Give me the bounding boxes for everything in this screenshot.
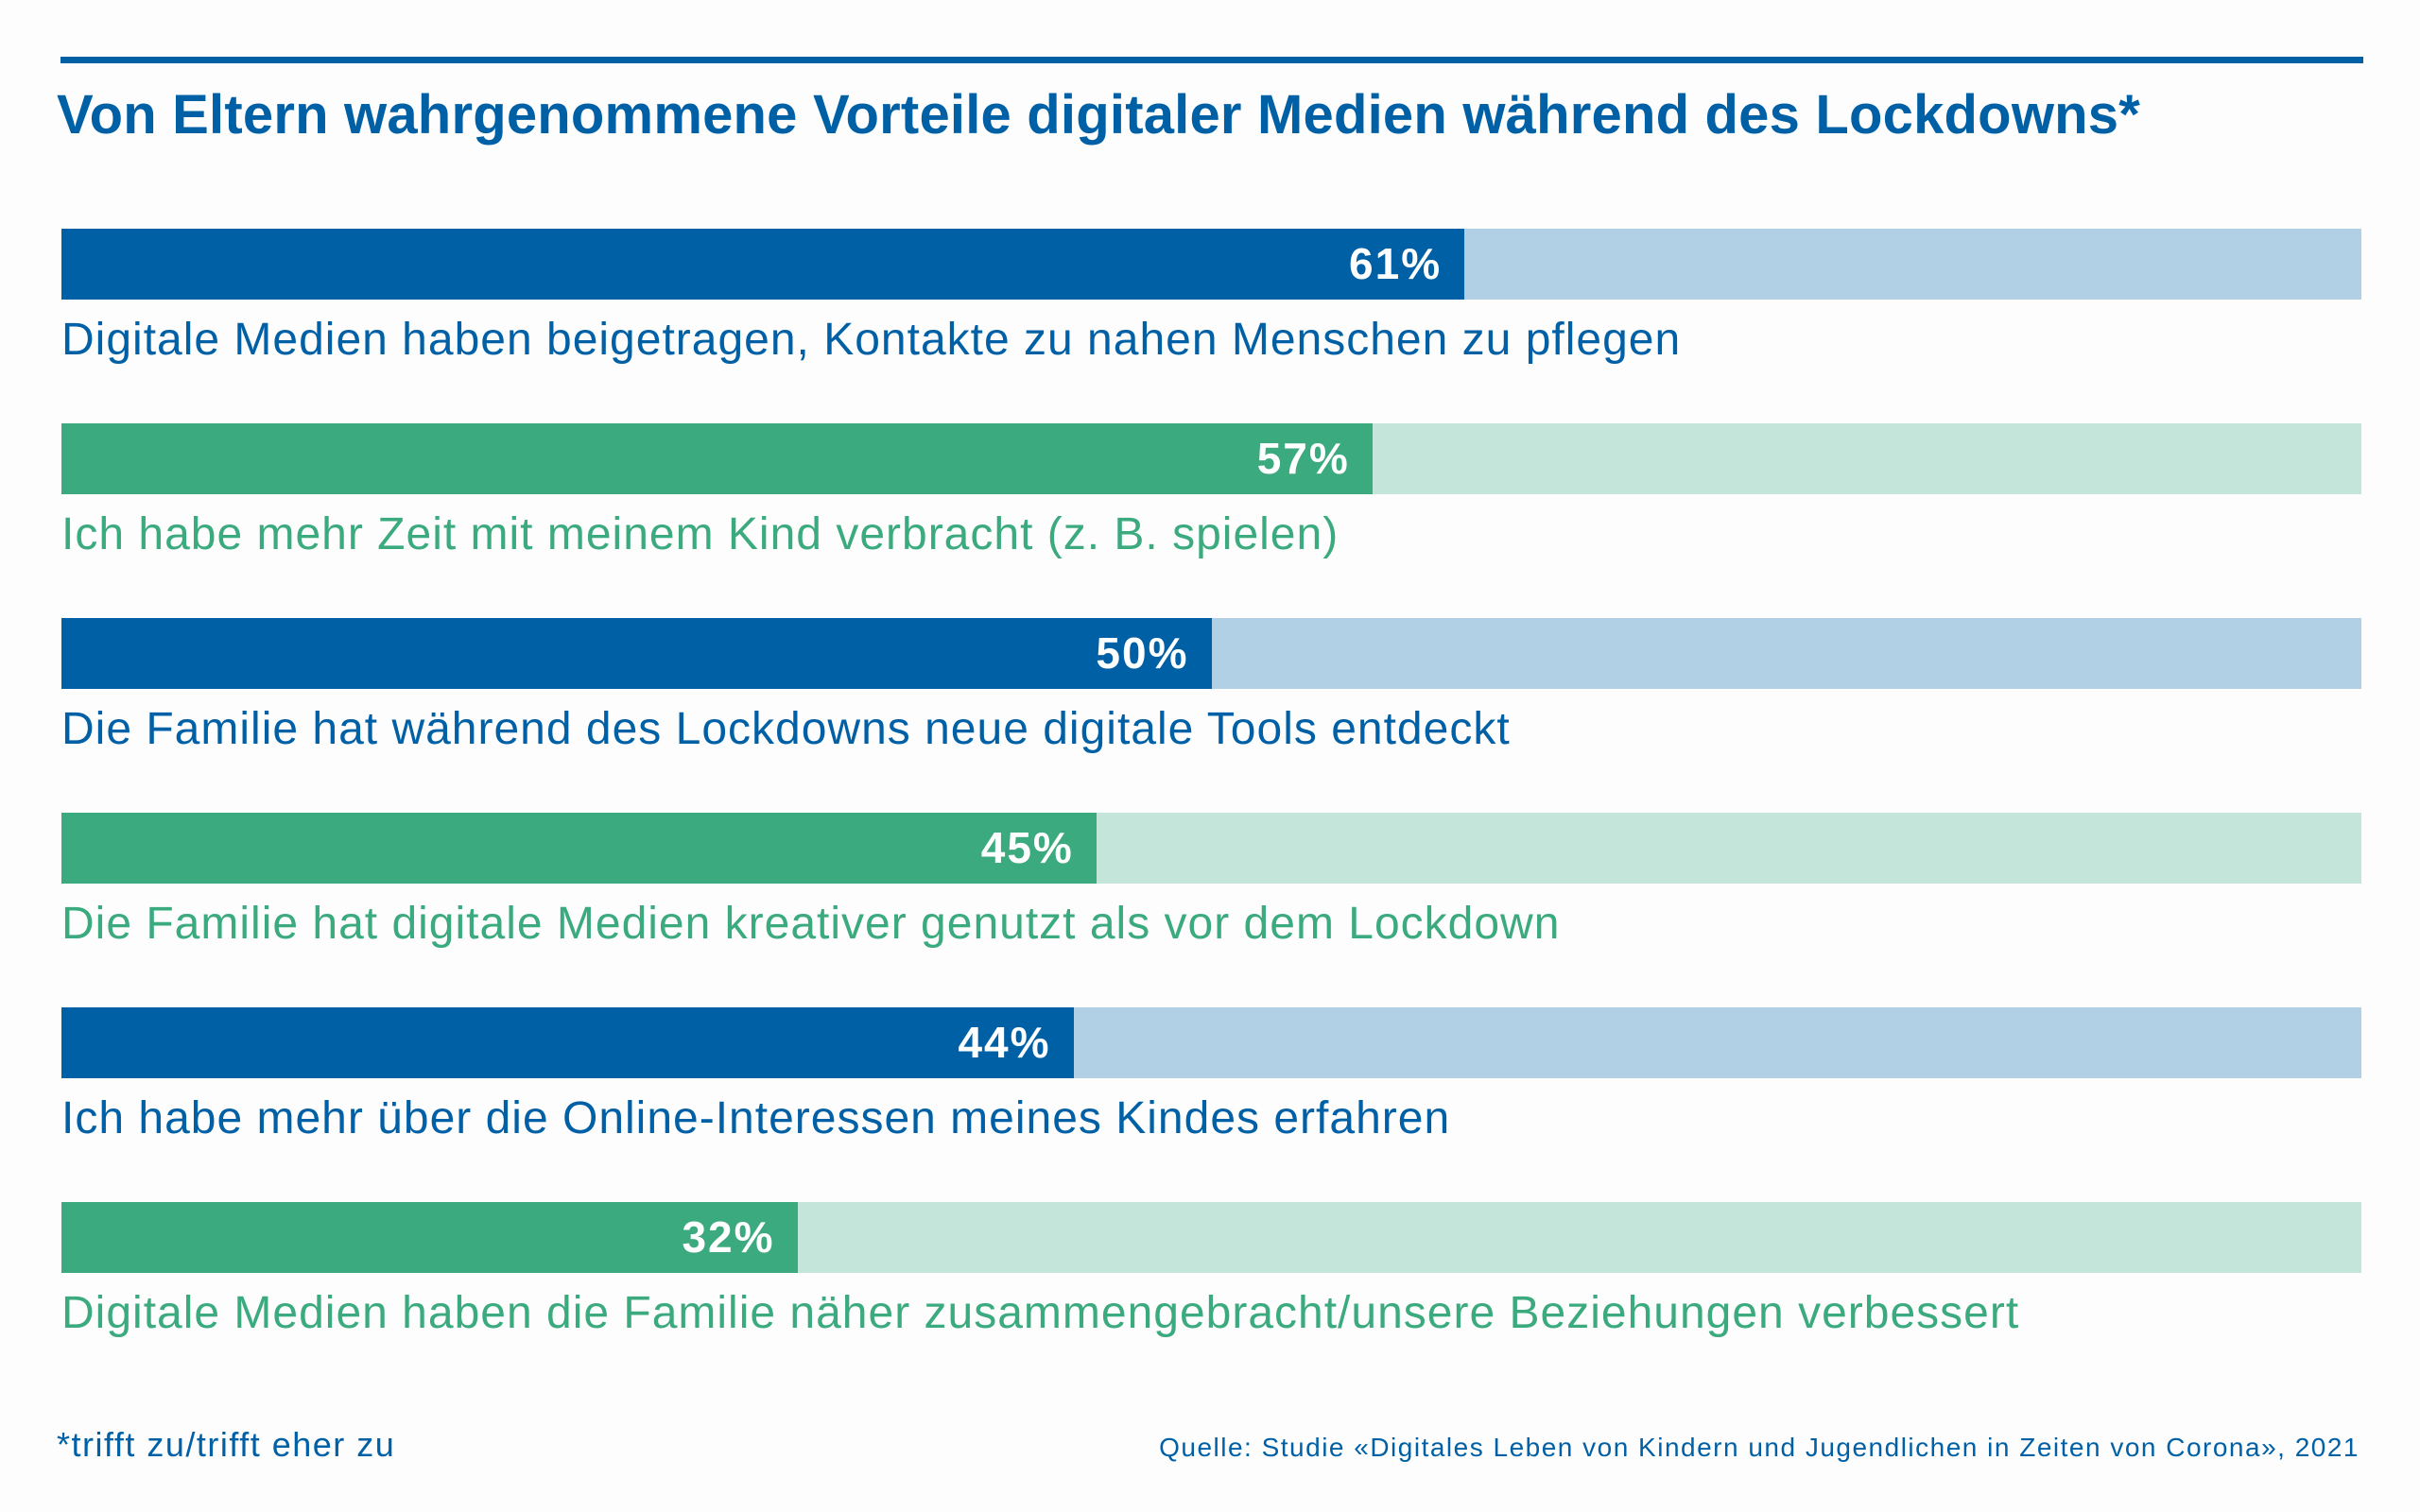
bar-value-label: 32% bbox=[682, 1212, 775, 1262]
category-label: Die Familie hat digitale Medien kreative… bbox=[61, 899, 1561, 949]
bar-fill bbox=[61, 1007, 1074, 1078]
bar-value-label: 50% bbox=[1096, 628, 1189, 678]
category-label: Digitale Medien haben die Familie näher … bbox=[61, 1288, 2020, 1338]
category-label: Die Familie hat während des Lockdowns ne… bbox=[61, 704, 1511, 754]
bar-value-label: 44% bbox=[958, 1018, 1051, 1067]
bar-row: 45% Die Familie hat digitale Medien kreat… bbox=[61, 813, 2361, 1007]
bar-row: 61% Digitale Medien haben beigetragen, Ko… bbox=[61, 229, 2361, 423]
category-label: Digitale Medien haben beigetragen, Konta… bbox=[61, 315, 1682, 365]
bar-value-label: 45% bbox=[980, 823, 1074, 872]
bar-chart: 61% Digitale Medien haben beigetragen, Ko… bbox=[61, 229, 2361, 1397]
bar-track: 61% bbox=[61, 229, 2361, 300]
bar-fill bbox=[61, 1202, 798, 1273]
bar-row: 57% Ich habe mehr Zeit mit meinem Kind ve… bbox=[61, 423, 2361, 618]
title-rule bbox=[60, 57, 2363, 63]
footnote: *trifft zu/trifft eher zu bbox=[57, 1425, 396, 1464]
bar-row: 50% Die Familie hat während des Lockdowns… bbox=[61, 618, 2361, 813]
bar-track: 50% bbox=[61, 618, 2361, 689]
bar-track: 57% bbox=[61, 423, 2361, 494]
category-label: Ich habe mehr über die Online-Interessen… bbox=[61, 1093, 1451, 1143]
bar-fill bbox=[61, 229, 1465, 300]
bar-value-label: 61% bbox=[1349, 239, 1443, 288]
bar-row: 32% Digitale Medien haben die Familie näh… bbox=[61, 1202, 2361, 1397]
bar-fill bbox=[61, 423, 1373, 494]
category-label: Ich habe mehr Zeit mit meinem Kind verbr… bbox=[61, 509, 1340, 559]
bar-track: 44% bbox=[61, 1007, 2361, 1078]
chart-title: Von Eltern wahrgenommene Vorteile digita… bbox=[57, 84, 2140, 146]
bar-fill bbox=[61, 813, 1097, 884]
bar-value-label: 57% bbox=[1256, 434, 1350, 483]
bar-track: 45% bbox=[61, 813, 2361, 884]
bar-fill bbox=[61, 618, 1212, 689]
bar-row: 44% Ich habe mehr über die Online-Interes… bbox=[61, 1007, 2361, 1202]
source-note: Quelle: Studie «Digitales Leben von Kind… bbox=[1159, 1433, 2360, 1462]
bar-track: 32% bbox=[61, 1202, 2361, 1273]
